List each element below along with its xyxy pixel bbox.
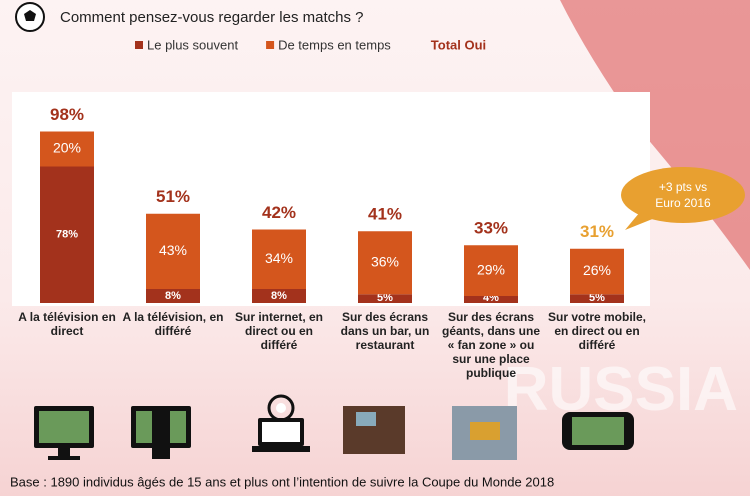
value-label: 34% <box>265 250 293 266</box>
total-label: 51% <box>156 187 190 206</box>
total-label: 33% <box>474 219 508 238</box>
bar-segment <box>570 294 624 303</box>
legend-label: Le plus souvent <box>147 37 238 52</box>
bar-segment <box>40 166 94 303</box>
bar-segment <box>40 131 94 167</box>
total-label: 41% <box>368 205 402 224</box>
bar-segment <box>146 213 200 289</box>
bar-segment <box>252 229 306 289</box>
bar-segment <box>464 245 518 296</box>
total-label: 31% <box>580 222 614 241</box>
legend-label: Total Oui <box>431 37 486 52</box>
bar-segment <box>146 289 200 303</box>
total-label: 98% <box>50 105 84 124</box>
category-label: A la télévision en direct <box>18 310 116 338</box>
bar-segment <box>358 231 412 295</box>
ball-icon <box>15 2 45 32</box>
legend-label: De temps en temps <box>278 37 391 52</box>
value-label: 78% <box>56 229 78 241</box>
legend-swatch <box>135 41 143 49</box>
annotation-text: Euro 2016 <box>655 196 711 210</box>
value-label: 20% <box>53 140 81 156</box>
value-label: 29% <box>477 261 505 277</box>
total-label: 42% <box>262 203 296 222</box>
category-label: Sur des écrans dans un bar, un restauran… <box>340 310 430 352</box>
bar-segment <box>464 296 518 303</box>
legend-swatch <box>266 41 275 49</box>
device-icons <box>34 394 634 460</box>
category-label: A la télévision, en différé <box>122 310 224 338</box>
value-label: 36% <box>371 253 399 269</box>
value-label: 5% <box>589 292 605 304</box>
value-label: 26% <box>583 262 611 278</box>
category-label: Sur des écrans géants, dans une « fan zo… <box>441 310 541 380</box>
plot-panel <box>12 92 650 306</box>
annotation: +3 pts vs Euro 2016 <box>621 167 745 230</box>
value-label: 43% <box>159 242 187 258</box>
bar-segment <box>570 248 624 295</box>
value-label: 5% <box>377 292 393 304</box>
bar-segment <box>252 289 306 303</box>
footnote: Base : 1890 individus âgés de 15 ans et … <box>10 474 554 489</box>
category-label: Sur votre mobile, en direct ou en différ… <box>547 310 647 352</box>
bar-segment <box>358 294 412 303</box>
value-label: 8% <box>271 290 287 302</box>
value-label: 8% <box>165 290 181 302</box>
category-label: Sur internet, en direct ou en différé <box>234 310 323 352</box>
annotation-text: +3 pts vs <box>659 180 707 194</box>
chart-title: Comment pensez-vous regarder les matchs … <box>60 9 363 26</box>
